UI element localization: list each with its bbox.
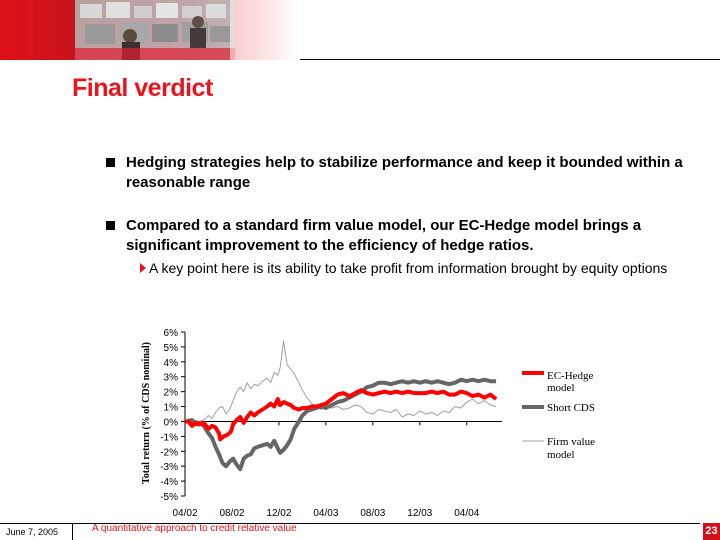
- y-tick-label: 6%: [164, 328, 179, 339]
- y-tick-label: 0%: [164, 417, 179, 428]
- x-tick-labels: 04/02 08/02 12/02 04/03 08/03 12/03 04/04: [172, 508, 479, 519]
- footer-separator: [72, 523, 73, 540]
- bullet-text: Compared to a standard firm value model,…: [126, 217, 642, 254]
- y-tick-label: -2%: [160, 447, 178, 458]
- arrow-bullet-icon: [140, 263, 146, 273]
- sub-bullet-text: A key point here is its ability to take …: [149, 260, 668, 276]
- chart-legend: EC-Hedge model Short CDS Firm value mode…: [522, 370, 595, 461]
- y-tick-label: 1%: [164, 403, 179, 414]
- y-tick-label: 5%: [164, 343, 179, 354]
- y-tick-label: 4%: [164, 358, 179, 369]
- bullet-text: Hedging strategies help to stabilize per…: [126, 154, 683, 191]
- series-line-ec-hedge-model: [185, 388, 498, 442]
- x-tick-label: 08/03: [360, 508, 385, 519]
- footer-rule: [0, 523, 700, 524]
- chart-series: [184, 340, 498, 472]
- y-axis-title: Total return (% of CDS nominal): [141, 342, 152, 484]
- legend-label-ec-hedge: EC-Hedge: [547, 370, 594, 382]
- header-photo: [0, 0, 300, 60]
- chart-axes: [181, 331, 502, 497]
- legend-label-firm-value-2: model: [547, 449, 575, 461]
- series-line-firm-value-model: [184, 340, 497, 424]
- legend-label-ec-hedge-2: model: [547, 382, 575, 394]
- slide-title: Final verdict: [72, 74, 213, 102]
- legend-label-firm-value: Firm value: [547, 436, 595, 448]
- x-tick-label: 08/02: [219, 508, 244, 519]
- footer-date: June 7, 2005: [6, 527, 59, 537]
- page-number: 23: [703, 523, 720, 540]
- legend-label-short-cds: Short CDS: [547, 402, 595, 414]
- y-tick-label: 3%: [164, 373, 179, 384]
- square-bullet-icon: [106, 221, 115, 230]
- y-tick-label: -5%: [160, 492, 178, 503]
- x-tick-label: 12/02: [266, 508, 291, 519]
- y-tick-label: -4%: [160, 477, 178, 488]
- y-tick-label: 2%: [164, 388, 179, 399]
- y-tick-labels: 6% 5% 4% 3% 2% 1% 0% -1% -2% -3% -4% -5%: [160, 328, 178, 503]
- x-tick-label: 04/03: [313, 508, 338, 519]
- series-line-short-cds: [185, 377, 497, 472]
- y-tick-label: -1%: [160, 432, 178, 443]
- x-tick-label: 04/04: [454, 508, 479, 519]
- x-tick-label: 12/03: [407, 508, 432, 519]
- footer-title: A quantitative approach to credit relati…: [92, 523, 297, 534]
- square-bullet-icon: [106, 158, 115, 167]
- header-rule: [300, 59, 720, 60]
- y-tick-label: -3%: [160, 462, 178, 473]
- x-tick-label: 04/02: [172, 508, 197, 519]
